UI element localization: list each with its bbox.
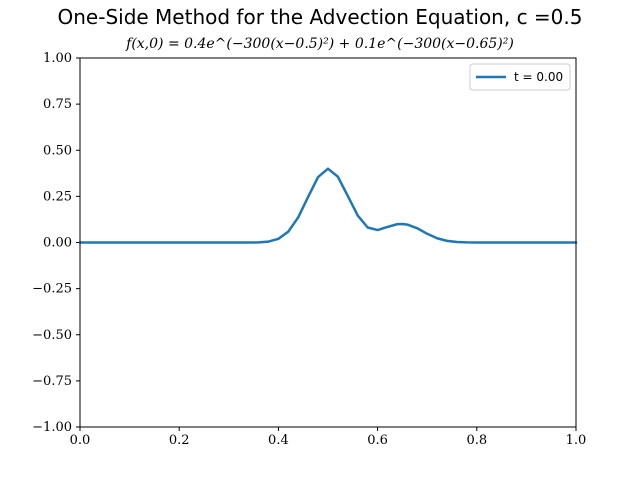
y-tick-label: 0.50: [43, 143, 72, 158]
chart-title: One-Side Method for the Advection Equati…: [58, 5, 583, 29]
y-tick-label: 1.00: [43, 51, 72, 66]
x-tick-label: 1.0: [566, 433, 587, 448]
axis-ticks: 0.0 0.2 0.4 0.6 0.8 1.0 −1.00 −0.75 −0.50 −0.25 0.…: [32, 51, 586, 448]
x-tick-label: 0.2: [169, 433, 190, 448]
plot-area: [78, 167, 578, 244]
y-tick-label: −1.00: [32, 420, 72, 435]
legend: t = 0.00: [469, 63, 571, 91]
y-tick-label: 0.25: [43, 189, 72, 204]
y-tick-label: −0.25: [32, 282, 72, 297]
x-tick-label: 0.6: [367, 433, 388, 448]
y-tick-label: −0.75: [32, 374, 72, 389]
x-tick-label: 0.8: [466, 433, 487, 448]
legend-box: [469, 63, 571, 91]
legend-label: t = 0.00: [514, 70, 563, 84]
x-tick-label: 0.4: [268, 433, 289, 448]
chart-subtitle: f(x,0) = 0.4e^(−300(x−0.5)²) + 0.1e^(−30…: [125, 36, 514, 52]
y-tick-label: 0.75: [43, 97, 72, 112]
axes-frame: [79, 57, 577, 428]
series-line: [78, 167, 578, 244]
y-tick-label: −0.50: [32, 328, 72, 343]
x-tick-label: 0.0: [70, 433, 91, 448]
y-tick-label: 0.00: [43, 236, 72, 251]
